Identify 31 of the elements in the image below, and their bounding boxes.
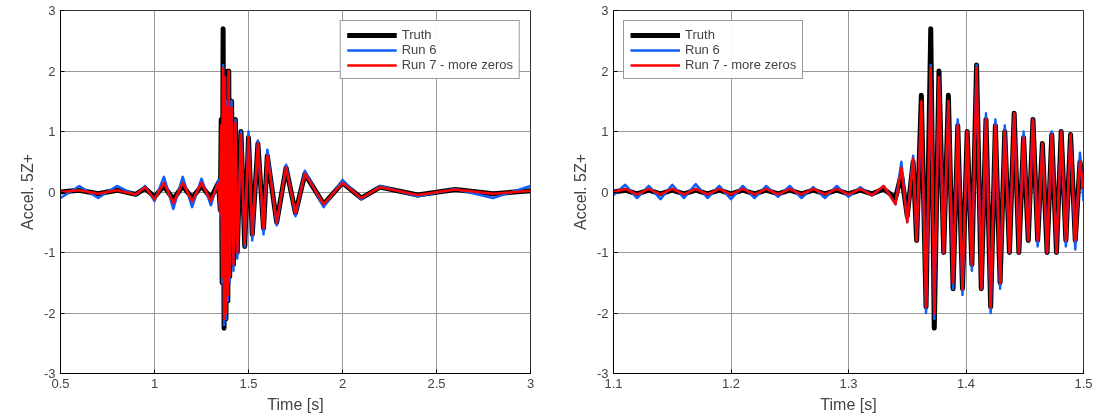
legend-label: Run 7 - more zeros <box>401 57 513 72</box>
x-tick-label: 3 <box>526 375 535 391</box>
y-tick-label: 3 <box>601 3 609 18</box>
x-tick-label: 1 <box>150 375 159 391</box>
y-tick-label: 2 <box>48 63 56 79</box>
x-axis-title: Time [s] <box>267 395 324 413</box>
x-tick-label: 1.4 <box>956 375 976 391</box>
y-tick-label: -2 <box>43 305 56 321</box>
y-tick-label: 0 <box>601 184 609 200</box>
x-tick-label: 2.5 <box>427 375 446 391</box>
x-tick-label: 1.3 <box>839 375 858 391</box>
y-tick-label: 1 <box>601 124 609 139</box>
x-tick-label: 2 <box>338 375 347 391</box>
x-tick-label: 1.2 <box>721 375 741 391</box>
legend-label: Run 6 <box>401 42 437 57</box>
legend-label: Truth <box>685 27 715 42</box>
y-tick-label: -1 <box>596 245 609 260</box>
x-axis-title: Time [s] <box>820 395 877 413</box>
y-tick-label: 0 <box>48 184 56 200</box>
legend-label: Run 6 <box>685 42 720 57</box>
y-axis-title: Accel. 5Z+ <box>571 153 589 231</box>
y-tick-label: -2 <box>596 305 609 321</box>
legend-label: Run 7 - more zeros <box>685 57 797 72</box>
x-tick-label: 1.5 <box>239 375 258 391</box>
y-axis-title: Accel. 5Z+ <box>18 153 36 231</box>
y-tick-label: -1 <box>43 245 56 260</box>
y-tick-label: 1 <box>48 124 56 139</box>
legend-label: Truth <box>401 27 432 42</box>
y-tick-label: 2 <box>601 63 609 79</box>
y-tick-label: 3 <box>48 3 56 18</box>
x-tick-label: 1.5 <box>1074 375 1093 391</box>
